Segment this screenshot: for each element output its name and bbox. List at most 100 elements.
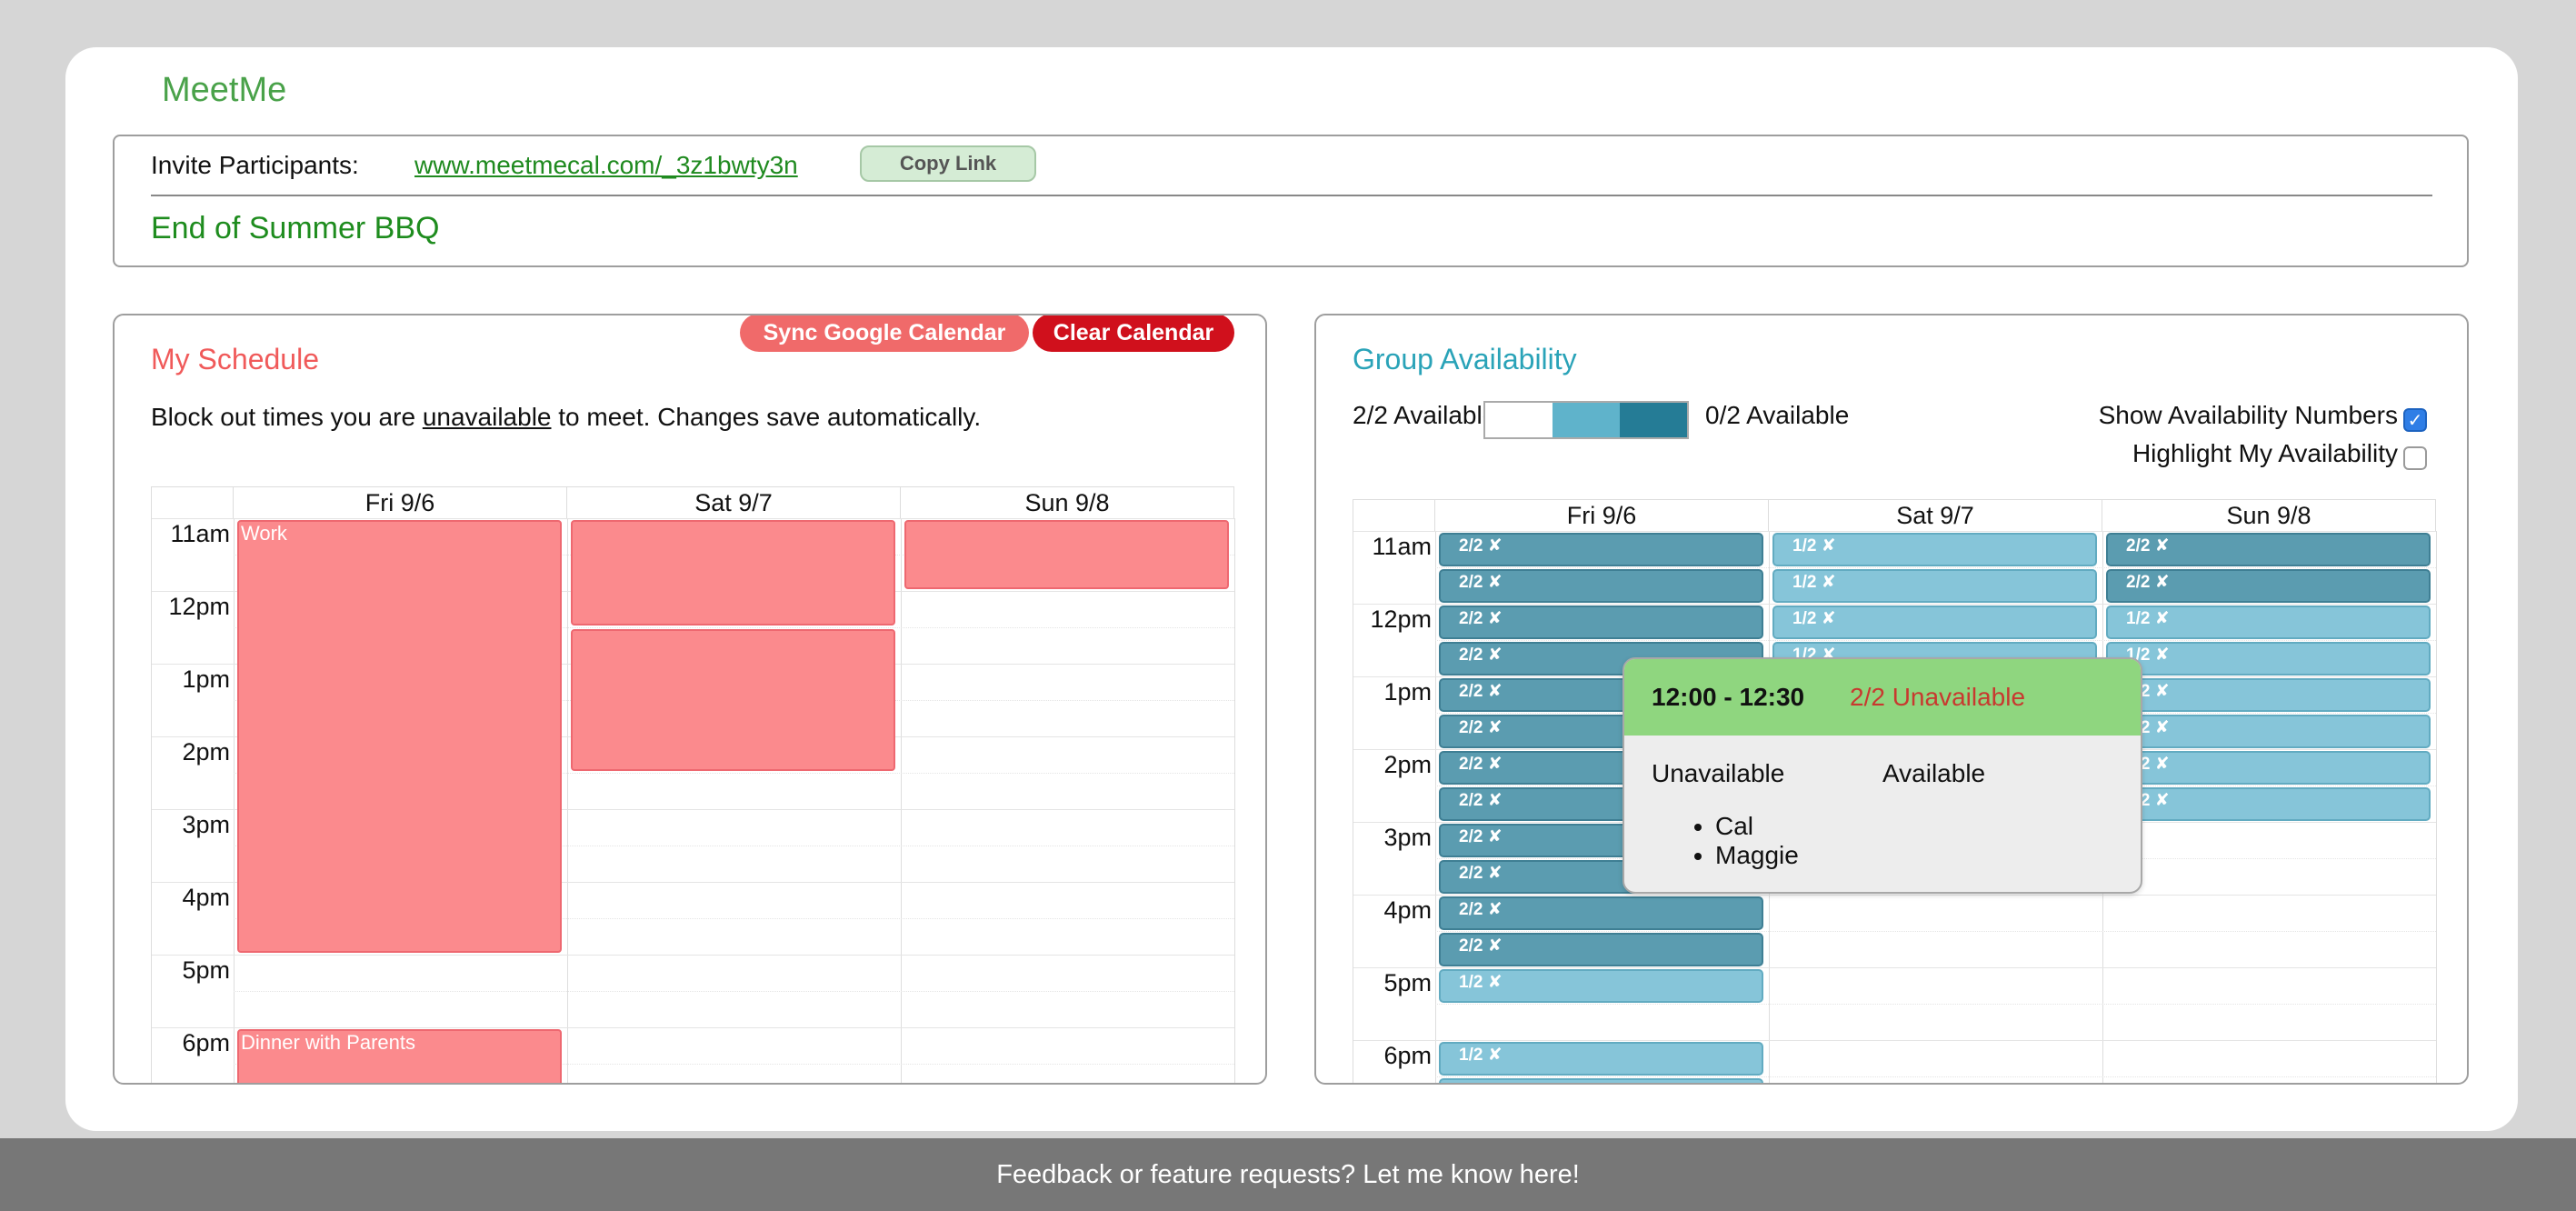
my-schedule-title: My Schedule [151, 343, 319, 375]
grid-line [567, 518, 568, 1083]
availability-slot[interactable]: 1/2 ✘ [2106, 606, 2431, 639]
highlight-my-availability-checkbox[interactable] [2403, 446, 2427, 470]
tooltip-time-range: 12:00 - 12:30 [1652, 683, 1805, 711]
group-time-label: 4pm [1383, 896, 1432, 924]
schedule-corner [152, 487, 234, 518]
grid-line [1435, 640, 2436, 641]
grid-line [1435, 1004, 2436, 1005]
show-availability-numbers-checkbox[interactable]: ✓ [2403, 408, 2427, 432]
event-title: End of Summer BBQ [151, 211, 440, 245]
grid-line [1435, 1076, 2436, 1077]
sync-google-calendar-button[interactable]: Sync Google Calendar [740, 315, 1029, 352]
busy-block[interactable]: Dinner with Parents [237, 1029, 562, 1083]
instructions-emphasis: unavailable [422, 403, 552, 431]
schedule-time-label: 3pm [182, 811, 230, 838]
grid-line [1353, 895, 2436, 896]
legend-swatch [1485, 403, 1553, 437]
my-schedule-panel: My Schedule Sync Google Calendar Clear C… [113, 314, 1267, 1085]
tooltip-available-heading: Available [1882, 759, 1986, 787]
schedule-time-label: 11am [170, 520, 230, 547]
divider [151, 195, 2432, 196]
availability-slot[interactable] [1439, 1078, 1763, 1083]
my-schedule-grid[interactable]: Fri 9/6 Sat 9/7 Sun 9/8 11am 12pm 1pm 2pm 3pm 4p… [151, 486, 1235, 1083]
grid-line [152, 809, 1234, 810]
grid-line [1353, 604, 2436, 605]
group-day-header: Sat 9/7 [1769, 500, 2102, 531]
schedule-time-label: 2pm [182, 738, 230, 766]
availability-slot[interactable]: 1/2 ✘ [1439, 969, 1763, 1003]
unavailable-person: Maggie [1715, 841, 1799, 870]
schedule-time-label: 6pm [182, 1029, 230, 1056]
availability-slot[interactable]: 1/2 ✘ [2106, 751, 2431, 785]
grid-line [234, 918, 1234, 919]
availability-slot[interactable]: 2/2 ✘ [1439, 896, 1763, 930]
availability-slot[interactable]: 2/2 ✘ [1439, 569, 1763, 603]
legend-unavailable-label: 0/2 Available [1705, 401, 1850, 429]
grid-line [901, 518, 902, 1083]
availability-slot[interactable]: 2/2 ✘ [1439, 533, 1763, 566]
group-time-label: 2pm [1383, 751, 1432, 778]
availability-slot[interactable]: 2/2 ✘ [1439, 606, 1763, 639]
legend-swatch [1553, 403, 1620, 437]
busy-block[interactable]: Work [237, 520, 562, 953]
copy-link-button[interactable]: Copy Link [860, 145, 1036, 182]
instructions-text-post: to meet. Changes save automatically. [551, 403, 982, 431]
grid-line [234, 1064, 1234, 1065]
schedule-time-label: 12pm [168, 593, 230, 620]
group-availability-title: Group Availability [1353, 343, 1577, 375]
busy-block[interactable] [904, 520, 1229, 589]
schedule-time-label: 5pm [182, 956, 230, 984]
app-title[interactable]: MeetMe [162, 71, 287, 109]
availability-tooltip: 12:00 - 12:30 2/2 Unavailable Unavailabl… [1622, 657, 2142, 894]
availability-slot[interactable]: 1/2 ✘ [1439, 1042, 1763, 1076]
schedule-time-label: 4pm [182, 884, 230, 911]
availability-legend-bar [1483, 401, 1689, 439]
availability-slot[interactable]: 1/2 ✘ [1772, 569, 2097, 603]
availability-slot[interactable]: 1/2 ✘ [2106, 642, 2431, 676]
group-time-label: 5pm [1383, 969, 1432, 996]
schedule-time-label: 1pm [182, 666, 230, 693]
footer-feedback-link[interactable]: Feedback or feature requests? Let me kno… [0, 1138, 2576, 1211]
availability-slot[interactable]: 1/2 ✘ [2106, 715, 2431, 748]
group-day-header: Fri 9/6 [1435, 500, 1769, 531]
clear-calendar-button[interactable]: Clear Calendar [1033, 315, 1234, 352]
tooltip-unavailable-heading: Unavailable [1652, 759, 1785, 787]
tooltip-unavailable-list: CalMaggie [1688, 812, 1799, 870]
group-time-label: 11am [1372, 533, 1432, 560]
grid-line [1234, 518, 1235, 1083]
tooltip-header [1624, 659, 2141, 736]
invite-link[interactable]: www.meetmecal.com/_3z1bwty3n [414, 151, 798, 179]
availability-slot[interactable]: 1/2 ✘ [2106, 678, 2431, 712]
highlight-my-availability-label[interactable]: Highlight My Availability [2132, 439, 2398, 467]
availability-slot[interactable]: 2/2 ✘ [1439, 933, 1763, 966]
availability-slot[interactable]: 2/2 ✘ [2106, 533, 2431, 566]
group-time-label: 1pm [1383, 678, 1432, 706]
unavailable-person: Cal [1715, 812, 1799, 841]
schedule-day-header: Fri 9/6 [234, 487, 567, 518]
grid-line [152, 1027, 1234, 1028]
instructions-text-pre: Block out times you are [151, 403, 423, 431]
grid-line [1435, 567, 2436, 568]
busy-block[interactable] [571, 629, 895, 771]
legend-available-label: 2/2 Available [1353, 401, 1497, 429]
main-card: MeetMe Invite Participants: www.meetmeca… [65, 47, 2518, 1131]
availability-slot[interactable]: 1/2 ✘ [1772, 533, 2097, 566]
grid-line [152, 955, 1234, 956]
availability-slot[interactable]: 1/2 ✘ [2106, 787, 2431, 821]
schedule-day-header: Sat 9/7 [567, 487, 901, 518]
grid-line [234, 627, 1234, 628]
grid-line [2436, 531, 2437, 1083]
group-day-header: Sun 9/8 [2102, 500, 2436, 531]
invite-panel: Invite Participants: www.meetmecal.com/_… [113, 135, 2469, 267]
schedule-instructions: Block out times you are unavailable to m… [151, 403, 981, 432]
group-time-label: 12pm [1370, 606, 1432, 633]
grid-line [234, 991, 1234, 992]
invite-label: Invite Participants: [151, 151, 359, 179]
busy-block[interactable] [571, 520, 895, 626]
grid-line [234, 518, 235, 1083]
availability-slot[interactable]: 2/2 ✘ [2106, 569, 2431, 603]
grid-line [234, 773, 1234, 774]
grid-line [1353, 1040, 2436, 1041]
show-availability-numbers-label[interactable]: Show Availability Numbers [2098, 401, 2398, 429]
availability-slot[interactable]: 1/2 ✘ [1772, 606, 2097, 639]
